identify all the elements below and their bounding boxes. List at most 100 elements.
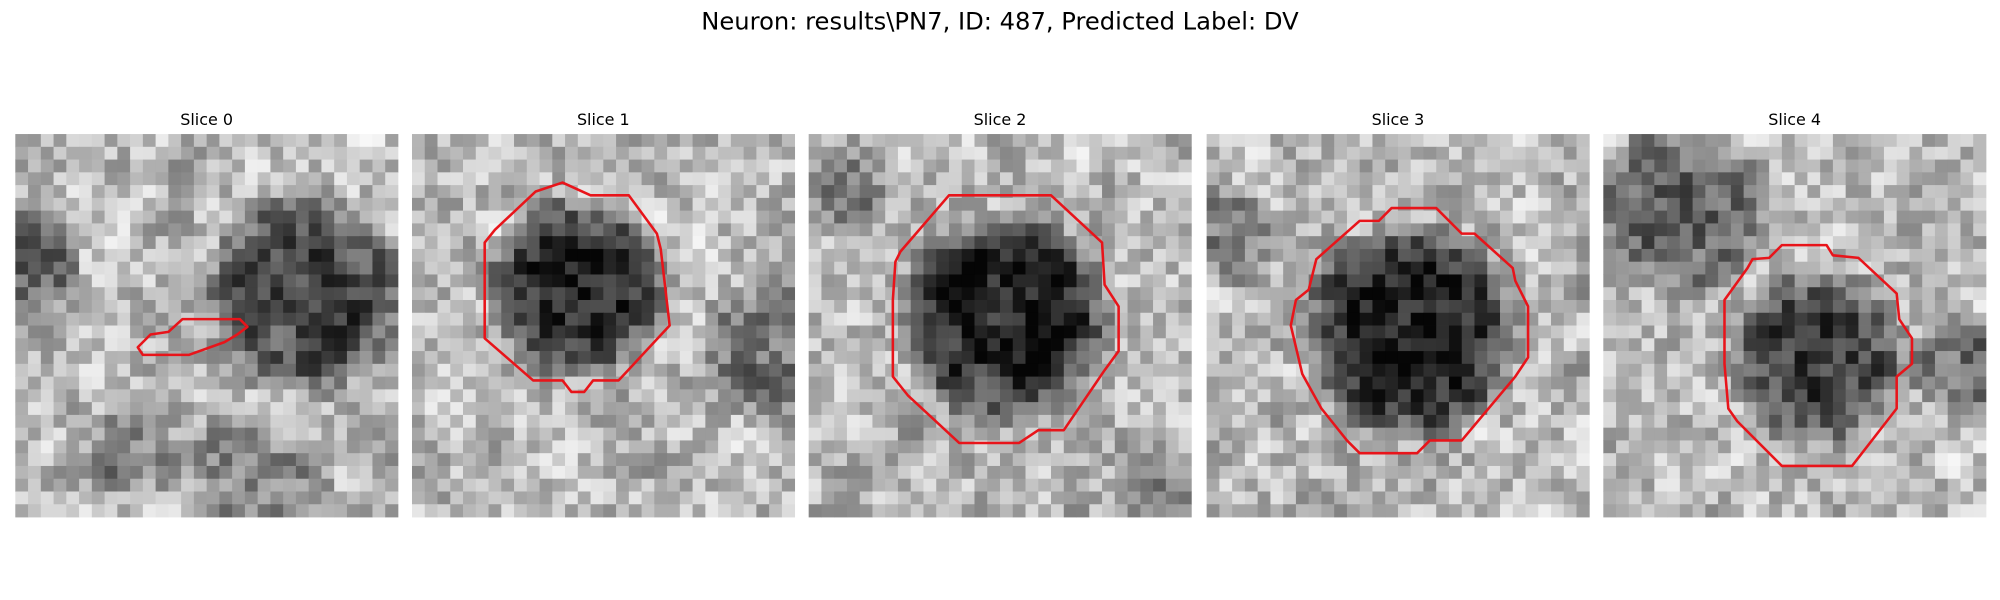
- pixel: [936, 146, 950, 160]
- pixel: [718, 465, 732, 480]
- pixel: [385, 197, 399, 212]
- pixel: [1679, 376, 1693, 390]
- pixel: [66, 338, 80, 352]
- pixel: [808, 491, 822, 505]
- pixel: [66, 197, 80, 212]
- pixel: [1845, 351, 1859, 365]
- pixel: [565, 414, 579, 429]
- pixel: [424, 261, 438, 275]
- pixel: [1781, 261, 1796, 275]
- pixel: [1743, 338, 1757, 352]
- pixel: [40, 134, 54, 148]
- pixel: [1820, 185, 1834, 199]
- pixel: [1308, 134, 1322, 148]
- pixel: [834, 210, 848, 224]
- pixel: [91, 363, 105, 377]
- pixel: [743, 389, 757, 403]
- pixel: [359, 300, 373, 314]
- pixel: [450, 261, 464, 275]
- pixel: [1743, 197, 1757, 212]
- pixel: [897, 402, 912, 416]
- pixel: [346, 236, 361, 250]
- pixel: [295, 338, 310, 352]
- pixel: [66, 172, 80, 186]
- pixel: [155, 376, 169, 390]
- pixel: [1820, 210, 1834, 224]
- pixel: [437, 478, 451, 492]
- pixel: [1781, 210, 1796, 224]
- pixel: [372, 185, 386, 199]
- pixel: [334, 274, 348, 288]
- pixel: [424, 325, 438, 339]
- pixel: [641, 427, 655, 441]
- pixel: [1705, 312, 1719, 326]
- pixel: [1283, 197, 1297, 212]
- pixel: [1807, 197, 1821, 212]
- pixel: [450, 236, 464, 250]
- pixel: [1063, 453, 1077, 467]
- pixel: [679, 312, 693, 326]
- pixel: [308, 159, 322, 173]
- pixel: [1321, 389, 1335, 403]
- pixel: [628, 427, 642, 441]
- pixel: [411, 427, 426, 441]
- pixel: [346, 312, 361, 326]
- pixel: [1244, 172, 1259, 186]
- pixel: [257, 351, 271, 365]
- pixel: [1346, 402, 1361, 416]
- pixel: [501, 427, 515, 441]
- pixel: [654, 134, 668, 148]
- pixel: [1794, 363, 1808, 377]
- pixel: [385, 287, 399, 301]
- pixel: [1960, 389, 1974, 403]
- pixel: [1295, 159, 1310, 173]
- pixel: [424, 185, 438, 199]
- pixel: [1718, 236, 1732, 250]
- pixel: [117, 287, 131, 301]
- pixel: [501, 389, 515, 403]
- pixel: [308, 491, 322, 505]
- pixel: [1295, 325, 1310, 339]
- pixel: [308, 134, 322, 148]
- pixel: [910, 440, 924, 454]
- pixel: [1563, 210, 1577, 224]
- pixel: [1973, 261, 1987, 275]
- pixel: [885, 465, 899, 480]
- pixel: [667, 338, 681, 352]
- pixel: [1960, 146, 1974, 160]
- pixel: [948, 287, 963, 301]
- pixel: [1730, 159, 1745, 173]
- pixel: [372, 236, 386, 250]
- pixel: [104, 427, 118, 441]
- pixel: [872, 478, 886, 492]
- pixel: [28, 453, 42, 467]
- pixel: [1500, 478, 1514, 492]
- pixel: [501, 185, 515, 199]
- pixel: [168, 197, 182, 212]
- pixel: [1140, 197, 1154, 212]
- pixel: [730, 248, 745, 263]
- pixel: [552, 465, 566, 480]
- pixel: [679, 159, 693, 173]
- pixel: [565, 274, 579, 288]
- pixel: [1102, 236, 1116, 250]
- pixel: [1165, 300, 1179, 314]
- pixel: [1127, 427, 1141, 441]
- pixel: [219, 325, 233, 339]
- pixel: [219, 351, 233, 365]
- pixel: [385, 338, 399, 352]
- pixel: [1487, 491, 1501, 505]
- pixel: [501, 491, 515, 505]
- pixel: [756, 389, 770, 403]
- pixel: [1909, 363, 1923, 377]
- pixel: [270, 261, 284, 275]
- pixel: [40, 376, 54, 390]
- pixel: [1025, 159, 1039, 173]
- pixel: [948, 223, 963, 237]
- pixel: [821, 274, 835, 288]
- pixel: [667, 197, 681, 212]
- pixel: [1718, 261, 1732, 275]
- pixel: [181, 159, 195, 173]
- pixel: [1219, 338, 1233, 352]
- pixel: [66, 351, 80, 365]
